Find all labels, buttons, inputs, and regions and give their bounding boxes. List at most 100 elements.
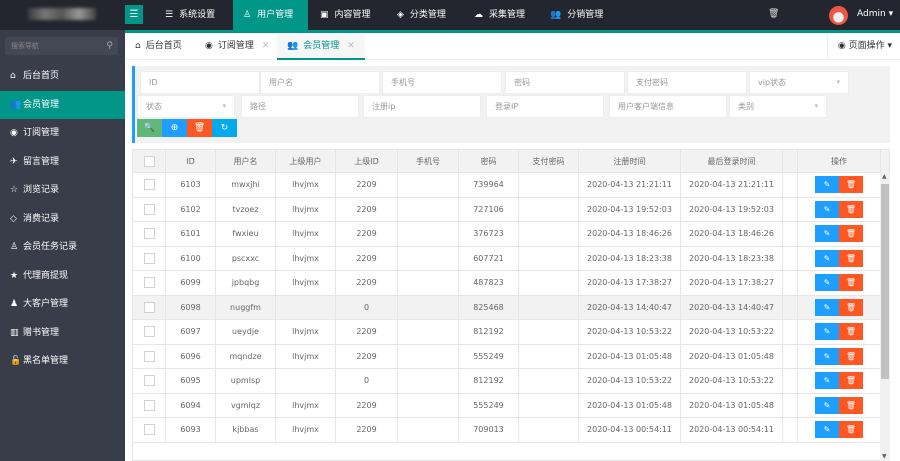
search-icon[interactable]: ⚲ — [106, 41, 113, 51]
delete-button[interactable]: 🗑 — [839, 421, 863, 438]
nav-4[interactable]: ☁ 采集管理 — [464, 0, 535, 30]
refresh-button[interactable]: ↻ — [212, 119, 237, 137]
table-row[interactable]: 6095 upmlsp 0 812192 2020-04-13 10:53:22 2020… — [133, 369, 889, 394]
sidebar-item-4[interactable]: ☆ 浏览记录 — [0, 176, 125, 204]
table-scrollbar[interactable]: ▲ ▼ — [880, 172, 890, 461]
row-checkbox[interactable] — [143, 424, 155, 435]
filter2-4[interactable]: 用户客户端信息 — [609, 95, 727, 118]
row-checkbox[interactable] — [143, 399, 155, 411]
edit-button[interactable]: ✎ — [815, 274, 839, 291]
delete-button[interactable]: 🗑 — [839, 396, 863, 414]
table-row[interactable]: 6098 nuggfm 0 825468 2020-04-13 14:40:47 2020… — [133, 295, 889, 320]
delete-button[interactable]: 🗑 — [839, 274, 863, 291]
sidebar-item-1[interactable]: 👥 会员管理 — [0, 90, 125, 119]
edit-button[interactable]: ✎ — [815, 225, 839, 242]
filter2-5[interactable]: 类别 ▾ — [729, 95, 827, 118]
table-row[interactable]: 6094 vgmiqz lhvjmx 2209 555249 2020-04-13 01:… — [133, 393, 889, 418]
sidebar-icon: ♟ — [10, 299, 19, 309]
row-checkbox[interactable] — [143, 252, 155, 264]
nav-1[interactable]: ♙ 用户管理 — [233, 0, 308, 30]
filter-3[interactable]: 密码 — [505, 71, 625, 94]
edit-button[interactable]: ✎ — [815, 372, 839, 389]
tab-1[interactable]: ◉ 订阅管理 ✕ — [195, 33, 279, 60]
scrollbar-thumb[interactable] — [881, 184, 889, 379]
add-button[interactable]: ⊕ — [162, 119, 187, 137]
table-row[interactable]: 6100 pscxxc lhvjmx 2209 607721 2020-04-13 18:… — [133, 246, 889, 271]
edit-button[interactable]: ✎ — [815, 200, 839, 218]
table-row[interactable]: 6103 mwxjhi lhvjmx 2209 739964 2020-04-13 21:… — [133, 173, 889, 198]
row-checkbox[interactable] — [143, 277, 155, 288]
filter2-3[interactable]: 登录IP — [486, 95, 604, 118]
edit-button[interactable]: ✎ — [815, 249, 839, 267]
table-row[interactable]: 6093 kjbbas lhvjmx 2209 709013 2020-04-13 00:… — [133, 418, 889, 443]
nav-5[interactable]: 👥 分销管理 — [540, 0, 613, 30]
search-button[interactable]: 🔍 — [137, 119, 162, 137]
row-checkbox[interactable] — [143, 203, 155, 215]
user-menu[interactable]: Admin ▾ — [857, 9, 893, 19]
cell: 607721 — [459, 246, 519, 270]
tab-close-icon[interactable]: ✕ — [347, 41, 355, 51]
tab-2[interactable]: 👥 会员管理 ✕ — [277, 33, 365, 60]
sidebar-item-10[interactable]: 🔓 黑名单管理 — [0, 347, 125, 375]
delete-button[interactable]: 🗑 — [839, 323, 863, 340]
sidebar-item-9[interactable]: ▥ 赠书管理 — [0, 319, 125, 347]
edit-button[interactable]: ✎ — [815, 421, 839, 438]
row-checkbox[interactable] — [143, 375, 155, 386]
sidebar-item-3[interactable]: ✈ 留言管理 — [0, 148, 125, 176]
table-row[interactable]: 6097 ueydje lhvjmx 2209 812192 2020-04-13 10:… — [133, 320, 889, 345]
edit-button[interactable]: ✎ — [815, 176, 839, 193]
cell: lhvjmx — [276, 222, 336, 246]
page-operations-menu[interactable]: ◉ 页面操作 ▾ — [826, 33, 900, 60]
table-row[interactable]: 6102 tvzoez lhvjmx 2209 727106 2020-04-13 19:… — [133, 197, 889, 222]
filter-5[interactable]: vip状态 ▾ — [749, 71, 849, 94]
table-row[interactable]: 6096 mqndze lhvjmx 2209 555249 2020-04-13 01:… — [133, 344, 889, 369]
cell: upmlsp — [216, 369, 276, 393]
tab-0[interactable]: ⌂ 后台首页 — [125, 33, 192, 60]
nav-0[interactable]: ☰ 系统设置 — [155, 0, 225, 30]
filter-0[interactable]: ID — [140, 71, 260, 94]
sidebar-search-input[interactable]: 搜索导航 ⚲ — [5, 37, 118, 55]
filter2-0[interactable]: 状态 ▾ — [137, 95, 235, 118]
edit-button[interactable]: ✎ — [815, 347, 839, 365]
delete-button[interactable]: 🗑 — [839, 249, 863, 267]
filter-2[interactable]: 手机号 — [382, 71, 502, 94]
sidebar-item-0[interactable]: ⌂ 后台首页 — [0, 62, 125, 90]
scroll-up-icon[interactable]: ▲ — [882, 173, 887, 180]
delete-button[interactable]: 🗑 — [187, 119, 212, 137]
nav-3[interactable]: ◈ 分类管理 — [387, 0, 456, 30]
avatar[interactable] — [829, 6, 848, 25]
row-checkbox[interactable] — [143, 228, 155, 239]
filter2-2[interactable]: 注册ip — [363, 95, 481, 118]
edit-button[interactable]: ✎ — [815, 396, 839, 414]
sidebar-item-8[interactable]: ♟ 大客户管理 — [0, 290, 125, 318]
scroll-down-icon[interactable]: ▼ — [882, 453, 887, 460]
header-cell: 用户名 — [216, 150, 276, 172]
delete-button[interactable]: 🗑 — [839, 298, 863, 316]
filter-4[interactable]: 支付密码 — [627, 71, 747, 94]
row-checkbox[interactable] — [143, 179, 155, 190]
sidebar-item-2[interactable]: ◉ 订阅管理 — [0, 119, 125, 147]
clear-cache-trash-icon[interactable]: 🗑 — [768, 9, 780, 19]
delete-button[interactable]: 🗑 — [839, 200, 863, 218]
filter2-1[interactable]: 路径 — [241, 95, 359, 118]
edit-button[interactable]: ✎ — [815, 298, 839, 316]
nav-2[interactable]: ▣ 内容管理 — [310, 0, 381, 30]
sidebar-item-5[interactable]: ◇ 消费记录 — [0, 205, 125, 233]
sidebar-item-6[interactable]: ♙ 会员任务记录 — [0, 233, 125, 261]
row-checkbox[interactable] — [143, 350, 155, 362]
select-all-checkbox[interactable] — [143, 156, 155, 167]
delete-button[interactable]: 🗑 — [839, 347, 863, 365]
row-checkbox[interactable] — [143, 326, 155, 337]
delete-button[interactable]: 🗑 — [839, 176, 863, 193]
delete-button[interactable]: 🗑 — [839, 372, 863, 389]
edit-button[interactable]: ✎ — [815, 323, 839, 340]
sidebar-toggle-button[interactable]: ☰ — [125, 5, 143, 24]
delete-button[interactable]: 🗑 — [839, 225, 863, 242]
row-checkbox[interactable] — [143, 301, 155, 313]
table-row[interactable]: 6101 fwxieu lhvjmx 2209 376723 2020-04-13 18:… — [133, 222, 889, 247]
table-row[interactable]: 6099 jpbqbg lhvjmx 2209 487823 2020-04-13 17:… — [133, 271, 889, 296]
filter-1[interactable]: 用户名 — [260, 71, 380, 94]
tab-close-icon[interactable]: ✕ — [261, 41, 270, 51]
cell: 6100 — [166, 246, 216, 270]
sidebar-item-7[interactable]: ★ 代理商提现 — [0, 262, 125, 290]
